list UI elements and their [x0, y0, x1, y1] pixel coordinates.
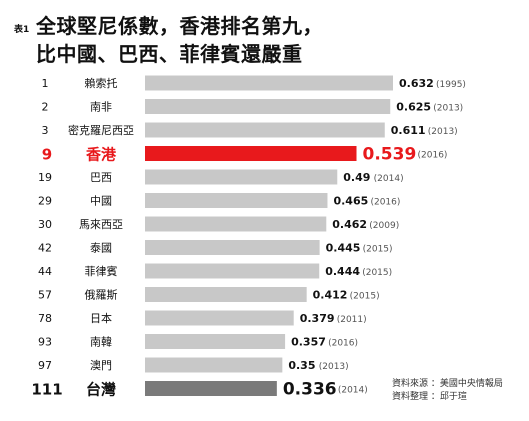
value-label: 0.35 — [288, 359, 315, 372]
year-label: (1995) — [436, 80, 466, 90]
value-label: 0.445 — [326, 242, 361, 255]
year-label: (2016) — [418, 151, 448, 161]
rank-label: 30 — [38, 218, 52, 231]
bar — [145, 169, 338, 185]
title-line-2: 比中國、巴西、菲律賓還嚴重 — [36, 42, 303, 66]
year-label: (2016) — [328, 339, 358, 349]
year-label: (2009) — [369, 221, 399, 231]
rank-label: 111 — [31, 381, 62, 399]
rank-label: 42 — [38, 242, 52, 255]
rank-label: 1 — [42, 77, 49, 90]
value-label: 0.379 — [300, 312, 335, 325]
bar — [145, 122, 385, 138]
category-label: 澳門 — [90, 359, 112, 372]
source-line-1: 資料來源 ：美國中央情報局 — [392, 379, 503, 389]
value-label: 0.412 — [313, 289, 348, 302]
rank-label: 29 — [38, 195, 52, 208]
rank-label: 78 — [38, 312, 52, 325]
rank-label: 19 — [38, 171, 52, 184]
rank-label: 97 — [38, 359, 52, 372]
category-label: 日本 — [90, 311, 112, 325]
year-label: (2015) — [362, 268, 392, 278]
year-label: (2015) — [363, 245, 393, 255]
category-label: 密克羅尼西亞 — [68, 123, 134, 137]
bar — [145, 216, 327, 232]
rank-label: 44 — [38, 265, 52, 278]
bar — [145, 263, 320, 279]
bar — [145, 75, 393, 91]
bar — [145, 193, 328, 208]
value-label: 0.462 — [332, 218, 367, 231]
year-label: (2013) — [433, 104, 463, 114]
value-label: 0.611 — [391, 124, 426, 137]
category-label: 中國 — [90, 195, 112, 208]
bar — [145, 146, 357, 161]
category-label: 菲律賓 — [85, 264, 118, 278]
bar — [145, 357, 283, 373]
bar — [145, 240, 320, 255]
category-label: 香港 — [86, 146, 117, 164]
year-label: (2011) — [337, 315, 367, 325]
category-label: 南韓 — [90, 336, 112, 349]
year-label: (2013) — [319, 362, 349, 372]
category-label: 馬來西亞 — [79, 218, 123, 231]
rank-label: 57 — [38, 289, 52, 302]
value-label: 0.465 — [333, 195, 368, 208]
rank-label: 93 — [38, 336, 52, 349]
bar — [145, 287, 307, 302]
year-label: (2013) — [428, 127, 458, 137]
value-label: 0.625 — [396, 101, 431, 114]
category-label: 巴西 — [90, 171, 112, 184]
value-label: 0.444 — [325, 265, 360, 278]
source-note: 資料來源 ：美國中央情報局 資料整理 ：邱于瑄 — [392, 378, 503, 404]
category-label: 賴索托 — [85, 76, 118, 90]
value-label: 0.357 — [291, 336, 326, 349]
year-label: (2016) — [370, 198, 400, 208]
table-number-tag: 表1 — [14, 25, 30, 35]
rank-label: 2 — [42, 101, 49, 114]
source-line-2: 資料整理 ：邱于瑄 — [392, 392, 467, 402]
category-label: 泰國 — [90, 241, 112, 255]
value-label: 0.49 — [343, 171, 370, 184]
year-label: (2014) — [338, 386, 368, 396]
year-label: (2014) — [374, 174, 404, 184]
category-label: 南非 — [90, 101, 112, 114]
rank-label: 3 — [42, 124, 49, 137]
bar — [145, 310, 294, 326]
category-label: 台灣 — [86, 381, 116, 399]
bar — [145, 334, 286, 349]
value-label: 0.632 — [399, 77, 434, 90]
value-label: 0.539 — [363, 145, 417, 165]
rank-label: 9 — [42, 146, 52, 164]
bar — [145, 381, 277, 396]
value-label: 0.336 — [283, 380, 337, 400]
category-label: 俄羅斯 — [85, 289, 118, 302]
year-label: (2015) — [350, 292, 380, 302]
title-line-1: 全球堅尼係數，香港排名第九， — [36, 14, 323, 38]
bar — [145, 99, 391, 114]
